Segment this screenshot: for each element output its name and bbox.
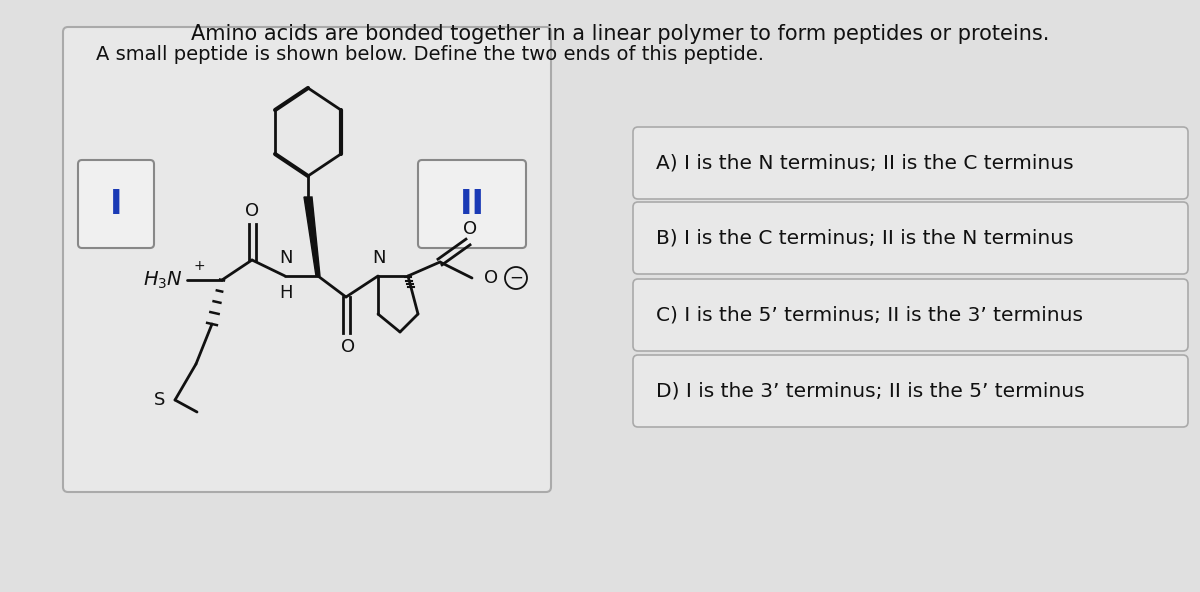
- Text: B) I is the C terminus; II is the N terminus: B) I is the C terminus; II is the N term…: [656, 229, 1074, 247]
- Text: H: H: [280, 284, 293, 302]
- Text: O: O: [463, 220, 478, 238]
- FancyBboxPatch shape: [78, 160, 154, 248]
- Text: D) I is the 3’ terminus; II is the 5’ terminus: D) I is the 3’ terminus; II is the 5’ te…: [656, 381, 1085, 401]
- Text: O: O: [484, 269, 498, 287]
- Text: I: I: [109, 188, 122, 220]
- Text: Amino acids are bonded together in a linear polymer to form peptides or proteins: Amino acids are bonded together in a lin…: [191, 24, 1049, 44]
- FancyBboxPatch shape: [634, 355, 1188, 427]
- FancyBboxPatch shape: [64, 27, 551, 492]
- FancyBboxPatch shape: [634, 127, 1188, 199]
- FancyBboxPatch shape: [418, 160, 526, 248]
- FancyBboxPatch shape: [634, 202, 1188, 274]
- Text: O: O: [341, 338, 355, 356]
- Text: N: N: [372, 249, 385, 267]
- Polygon shape: [304, 197, 320, 276]
- Text: II: II: [460, 188, 485, 220]
- Text: O: O: [245, 202, 259, 220]
- Text: $H_3N$: $H_3N$: [143, 269, 182, 291]
- Text: A) I is the N terminus; II is the C terminus: A) I is the N terminus; II is the C term…: [656, 153, 1074, 172]
- Text: +: +: [193, 259, 205, 273]
- Text: A small peptide is shown below. Define the two ends of this peptide.: A small peptide is shown below. Define t…: [96, 45, 764, 64]
- FancyBboxPatch shape: [634, 279, 1188, 351]
- Text: C) I is the 5’ terminus; II is the 3’ terminus: C) I is the 5’ terminus; II is the 3’ te…: [656, 305, 1084, 324]
- Text: −: −: [509, 269, 523, 287]
- Text: N: N: [280, 249, 293, 267]
- Text: S: S: [154, 391, 166, 409]
